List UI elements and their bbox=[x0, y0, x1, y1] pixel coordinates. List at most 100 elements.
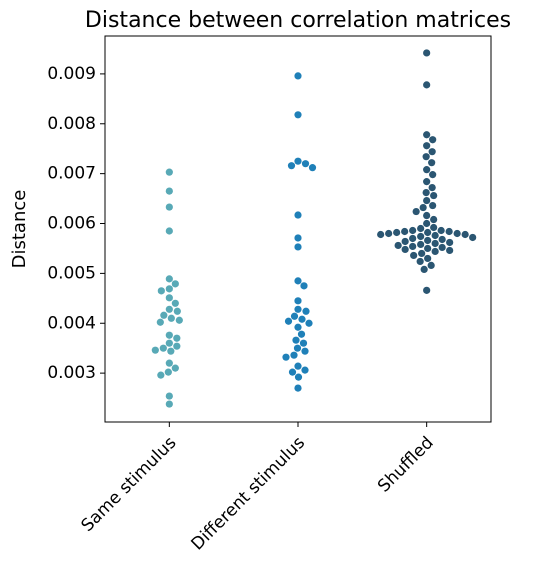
swarm-point bbox=[173, 334, 181, 342]
swarm-point bbox=[290, 351, 298, 359]
swarm-point bbox=[424, 254, 432, 263]
swarm-point bbox=[294, 373, 303, 381]
swarm-point bbox=[292, 336, 300, 344]
swarm-point bbox=[294, 211, 302, 219]
swarm-point bbox=[410, 251, 418, 260]
swarm-point bbox=[438, 243, 446, 252]
swarm-point bbox=[165, 203, 173, 211]
swarm-point bbox=[417, 224, 425, 233]
swarm-point bbox=[299, 339, 308, 347]
swarm-point bbox=[385, 229, 393, 238]
swarm-point bbox=[305, 319, 313, 327]
swarm-point bbox=[165, 305, 173, 313]
swarm-point bbox=[165, 359, 173, 367]
swarm-point bbox=[453, 229, 461, 238]
swarm-point bbox=[401, 245, 409, 254]
swarm-point bbox=[301, 366, 309, 374]
swarm-point bbox=[301, 160, 310, 168]
swarm-point bbox=[294, 297, 302, 305]
swarm-point bbox=[423, 286, 431, 294]
swarm-point bbox=[302, 307, 310, 315]
swarm-point bbox=[297, 330, 306, 338]
swarm-point bbox=[445, 227, 453, 236]
swarm-point bbox=[171, 299, 179, 307]
chart-title: Distance between correlation matrices bbox=[85, 8, 511, 33]
swarm-point bbox=[294, 305, 302, 313]
swarm-point bbox=[423, 81, 431, 89]
swarm-point bbox=[417, 232, 425, 241]
swarm-point bbox=[165, 227, 173, 235]
swarm-point bbox=[394, 241, 402, 250]
swarm-point bbox=[409, 234, 417, 243]
swarm-point bbox=[427, 261, 435, 270]
swarm-point bbox=[423, 211, 431, 220]
y-tick-label: 0.005 bbox=[47, 263, 96, 283]
swarm-point bbox=[165, 331, 173, 339]
swarm-point bbox=[423, 131, 431, 139]
swarm-point bbox=[160, 311, 168, 319]
swarm-point bbox=[423, 166, 431, 174]
swarm-point bbox=[416, 257, 424, 266]
swarm-point bbox=[393, 228, 401, 237]
swarm-point bbox=[282, 353, 290, 361]
swarm-point bbox=[288, 368, 297, 376]
swarm-point bbox=[165, 275, 173, 283]
swarm-point bbox=[438, 235, 446, 244]
swarm-point bbox=[422, 153, 430, 161]
swarm-point bbox=[428, 148, 436, 156]
swarm-point bbox=[294, 157, 302, 165]
swarm-point bbox=[461, 230, 469, 239]
swarm-point bbox=[165, 400, 173, 408]
swarm-point bbox=[429, 201, 437, 210]
swarm-point bbox=[167, 314, 175, 322]
swarm-point bbox=[422, 188, 430, 197]
y-axis-label: Distance bbox=[9, 190, 30, 269]
swarm-point bbox=[437, 226, 445, 235]
y-tick-label: 0.009 bbox=[47, 64, 96, 84]
swarm-point bbox=[165, 392, 173, 400]
x-tick-label: Shuffled bbox=[374, 433, 438, 497]
swarm-point bbox=[151, 346, 159, 354]
swarm-point bbox=[165, 339, 173, 347]
y-tick-label: 0.006 bbox=[47, 214, 96, 234]
swarm-point bbox=[377, 230, 385, 239]
swarm-point bbox=[424, 244, 432, 253]
y-tick-label: 0.007 bbox=[47, 164, 96, 184]
swarm-point bbox=[165, 285, 173, 293]
swarm-point bbox=[423, 49, 431, 57]
swarm-point bbox=[156, 318, 164, 326]
swarm-point bbox=[420, 265, 428, 273]
swarm-point bbox=[294, 72, 302, 80]
swarm-point bbox=[423, 142, 431, 150]
swarm-point bbox=[446, 238, 454, 247]
swarm-point bbox=[423, 219, 431, 228]
swarm-point bbox=[431, 231, 439, 240]
swarm-point bbox=[429, 136, 437, 144]
swarm-point bbox=[298, 315, 306, 323]
swarm-point bbox=[430, 215, 438, 224]
swarm-point bbox=[173, 342, 181, 350]
swarm-point bbox=[164, 368, 172, 376]
swarm-point bbox=[446, 246, 454, 255]
swarm-point bbox=[401, 227, 409, 236]
swarm-point bbox=[293, 344, 302, 352]
x-tick-label: Same stimulus bbox=[77, 433, 180, 536]
swarm-point bbox=[423, 196, 431, 205]
swarm-point bbox=[294, 323, 302, 331]
swarm-point bbox=[300, 282, 308, 290]
swarm-point bbox=[417, 240, 425, 249]
swarm-point bbox=[431, 247, 439, 256]
swarm-point bbox=[308, 164, 317, 172]
swarm-point bbox=[284, 317, 293, 325]
swarm-point bbox=[167, 347, 175, 355]
swarm-point bbox=[429, 171, 437, 179]
swarm-point bbox=[165, 168, 173, 176]
swarm-point bbox=[165, 294, 173, 302]
swarm-point bbox=[287, 162, 296, 170]
swarm-point bbox=[428, 184, 436, 192]
swarm-point bbox=[418, 249, 426, 258]
swarm-point bbox=[165, 187, 173, 195]
swarm-point bbox=[294, 234, 302, 242]
swarm-point bbox=[290, 312, 299, 320]
y-tick-label: 0.003 bbox=[47, 363, 96, 383]
